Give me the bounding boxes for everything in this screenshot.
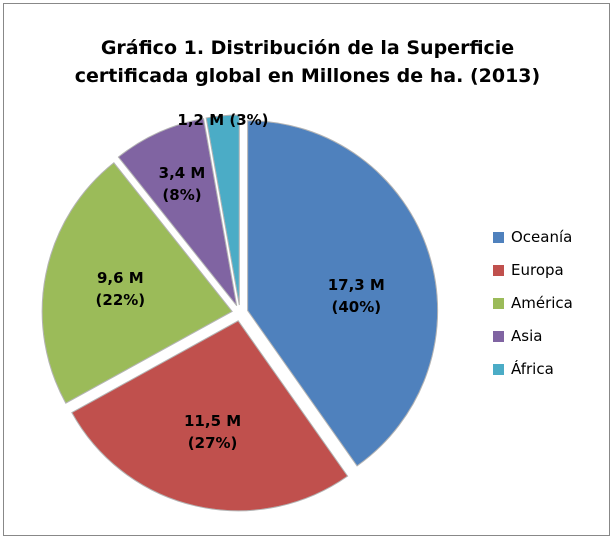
legend-item: Europa — [493, 261, 564, 279]
legend-item: América — [493, 294, 573, 312]
legend-item: Asia — [493, 327, 542, 345]
legend-swatch — [493, 264, 504, 276]
legend-label: Europa — [511, 261, 564, 279]
legend-swatch — [493, 363, 504, 375]
data-label: 3,4 M (8%) — [158, 164, 206, 205]
data-label: 9,6 M (22%) — [95, 269, 146, 310]
pie-slice-edge — [41, 162, 233, 404]
legend-label: Oceanía — [511, 228, 573, 246]
chart-border — [3, 3, 610, 536]
chart-title: Gráfico 1. Distribución de la Superficie… — [74, 37, 541, 87]
data-label: 17,3 M (40%) — [327, 276, 385, 317]
pie-slice — [205, 114, 240, 306]
pie-slice-edge — [117, 118, 238, 307]
pie-slice — [247, 120, 439, 467]
legend-swatch — [493, 297, 504, 309]
legend-item: Oceanía — [493, 228, 572, 246]
legend-label: África — [511, 360, 554, 378]
pie-slice — [41, 162, 233, 404]
legend-item: África — [493, 360, 554, 378]
pie-slice — [117, 118, 238, 307]
pie-slice — [71, 320, 349, 512]
legend-label: América — [511, 294, 573, 312]
pie-slice-edge — [247, 120, 439, 467]
data-label: 1,2 M (3%) — [177, 110, 269, 129]
legend-label: Asia — [511, 327, 543, 345]
legend-swatch — [493, 231, 504, 243]
legend-swatch — [493, 330, 504, 342]
pie-slice-edge — [71, 320, 349, 512]
pie-slice-edge — [205, 114, 240, 306]
data-label: 11,5 M (27%) — [184, 411, 242, 452]
